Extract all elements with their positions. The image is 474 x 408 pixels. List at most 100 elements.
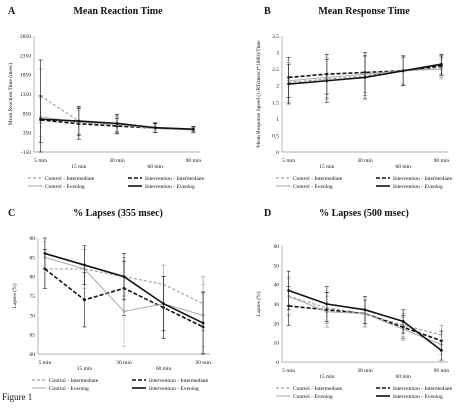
legend-item: Control - Intermediate xyxy=(276,386,343,392)
y-tick-label: 1.5 xyxy=(272,100,279,106)
point-marker xyxy=(287,289,291,292)
legend-item: Intervention - Intermediate xyxy=(132,378,209,384)
y-tick-label: 1 xyxy=(276,117,279,123)
x-tick-label: 60 min xyxy=(156,366,172,372)
y-tick-label: 2350 xyxy=(20,53,31,59)
x-tick-label: 5 min xyxy=(39,360,52,366)
x-tick-label: 15 min xyxy=(319,164,335,170)
y-tick-label: 3 xyxy=(276,51,279,57)
legend-item: Intervention - Evening xyxy=(376,394,443,400)
point-marker xyxy=(363,76,367,79)
y-tick-label: 40 xyxy=(274,283,280,289)
point-marker xyxy=(115,121,119,125)
legend-label: Control - Evening xyxy=(293,394,333,400)
x-tick-label: 60 min xyxy=(395,164,411,170)
y-tick-label: 30 xyxy=(274,302,280,308)
y-tick-label: 2 xyxy=(276,84,279,90)
point-marker xyxy=(325,79,329,83)
y-tick-label: 50 xyxy=(274,263,280,269)
legend-item: Intervention - Intermediate xyxy=(376,386,453,392)
x-tick-label: 90 min xyxy=(195,360,211,366)
legend-label: Control - Evening xyxy=(293,184,333,190)
legend-item: Control - Intermediate xyxy=(32,378,99,384)
series-3 xyxy=(42,237,206,355)
y-tick-label: 2.5 xyxy=(272,67,279,73)
legend-item: Intervention - Evening xyxy=(376,184,443,190)
point-marker xyxy=(201,321,205,325)
panel-letter: B xyxy=(264,6,271,17)
x-tick-label: 90 min xyxy=(434,368,450,374)
y-tick-label: 0 xyxy=(276,360,279,366)
x-tick-label: 90 min xyxy=(186,158,202,164)
y-tick-label: 60 xyxy=(274,244,280,250)
legend-item: Intervention - Evening xyxy=(132,386,199,392)
series-line xyxy=(288,295,442,336)
y-tick-label: 60 xyxy=(30,352,36,358)
panel-letter: A xyxy=(8,6,16,17)
legend-label: Control - Evening xyxy=(49,386,89,392)
legend-label: Intervention - Evening xyxy=(145,184,195,190)
legend-label: Control - Evening xyxy=(45,184,85,190)
y-tick-label: 850 xyxy=(23,111,32,117)
point-marker xyxy=(401,69,405,73)
series-line xyxy=(288,305,442,342)
y-tick-label: 65 xyxy=(30,333,36,339)
y-tick-label: 2850 xyxy=(20,34,31,40)
chart-title: Mean Response Time xyxy=(318,6,410,17)
y-tick-label: -150 xyxy=(21,150,31,156)
point-marker xyxy=(191,127,195,131)
chart-title: % Lapses (500 msec) xyxy=(319,208,409,219)
legend-label: Intervention - Intermediate xyxy=(393,386,453,392)
y-tick-label: 350 xyxy=(23,131,32,137)
chart-title: % Lapses (355 msec) xyxy=(73,208,163,219)
y-tick-label: 85 xyxy=(30,255,36,261)
y-tick-label: 70 xyxy=(30,313,36,319)
y-axis-label: Lapses (%) xyxy=(255,291,262,316)
point-marker xyxy=(439,349,443,352)
x-tick-label: 5 min xyxy=(34,158,47,164)
point-marker xyxy=(39,117,43,121)
legend-label: Control - Intermediate xyxy=(293,176,343,182)
legend-item: Control - Evening xyxy=(28,184,85,190)
x-tick-label: 5 min xyxy=(282,368,295,374)
x-tick-label: 60 min xyxy=(395,374,411,380)
point-marker xyxy=(122,275,126,279)
legend-label: Control - Intermediate xyxy=(293,386,343,392)
y-tick-label: 1850 xyxy=(20,73,31,79)
x-tick-label: 30 min xyxy=(357,368,373,374)
legend-label: Control - Intermediate xyxy=(45,176,95,182)
legend-label: Intervention - Intermediate xyxy=(393,176,453,182)
point-marker xyxy=(401,320,405,323)
y-tick-label: 80 xyxy=(30,275,36,281)
y-tick-label: 20 xyxy=(274,321,280,327)
point-marker xyxy=(83,298,86,302)
panel-letter: D xyxy=(264,208,271,219)
y-tick-label: 75 xyxy=(30,294,36,300)
x-tick-label: 15 min xyxy=(319,374,335,380)
point-marker xyxy=(287,82,291,86)
series-3 xyxy=(38,95,196,143)
x-tick-label: 90 min xyxy=(434,158,450,164)
chart-panel-b: B Mean Response Time 0 0.5 1 1.5 2 2.5 3 3.5 Mean … xyxy=(255,6,453,190)
y-tick-label: 10 xyxy=(274,341,280,347)
x-tick-label: 30 min xyxy=(109,158,125,164)
legend-label: Control - Intermediate xyxy=(49,378,99,384)
legend-item: Control - Intermediate xyxy=(276,176,343,182)
point-marker xyxy=(439,62,443,66)
y-axis-label: Lapses (%) xyxy=(11,283,18,308)
legend-item: Intervention - Evening xyxy=(128,184,195,190)
legend-label: Intervention - Evening xyxy=(393,184,443,190)
y-tick-label: 0 xyxy=(276,150,279,156)
legend-label: Intervention - Intermediate xyxy=(145,176,205,182)
point-marker xyxy=(325,302,329,306)
series-3 xyxy=(286,53,444,105)
legend-label: Intervention - Intermediate xyxy=(149,378,209,384)
series-1 xyxy=(38,59,196,153)
chart-panel-d: D % Lapses (500 msec) 0 10 20 30 40 50 60 Lapses … xyxy=(255,208,453,400)
point-marker xyxy=(122,310,126,313)
point-marker xyxy=(83,263,86,267)
chart-panel-a: A Mean Reaction Time -150 350 850 1350 1850 235… xyxy=(7,6,205,190)
chart-panel-c: C % Lapses (355 msec) 60 65 70 75 80 85 90 Lapses… xyxy=(8,208,211,392)
series-3 xyxy=(286,270,444,361)
